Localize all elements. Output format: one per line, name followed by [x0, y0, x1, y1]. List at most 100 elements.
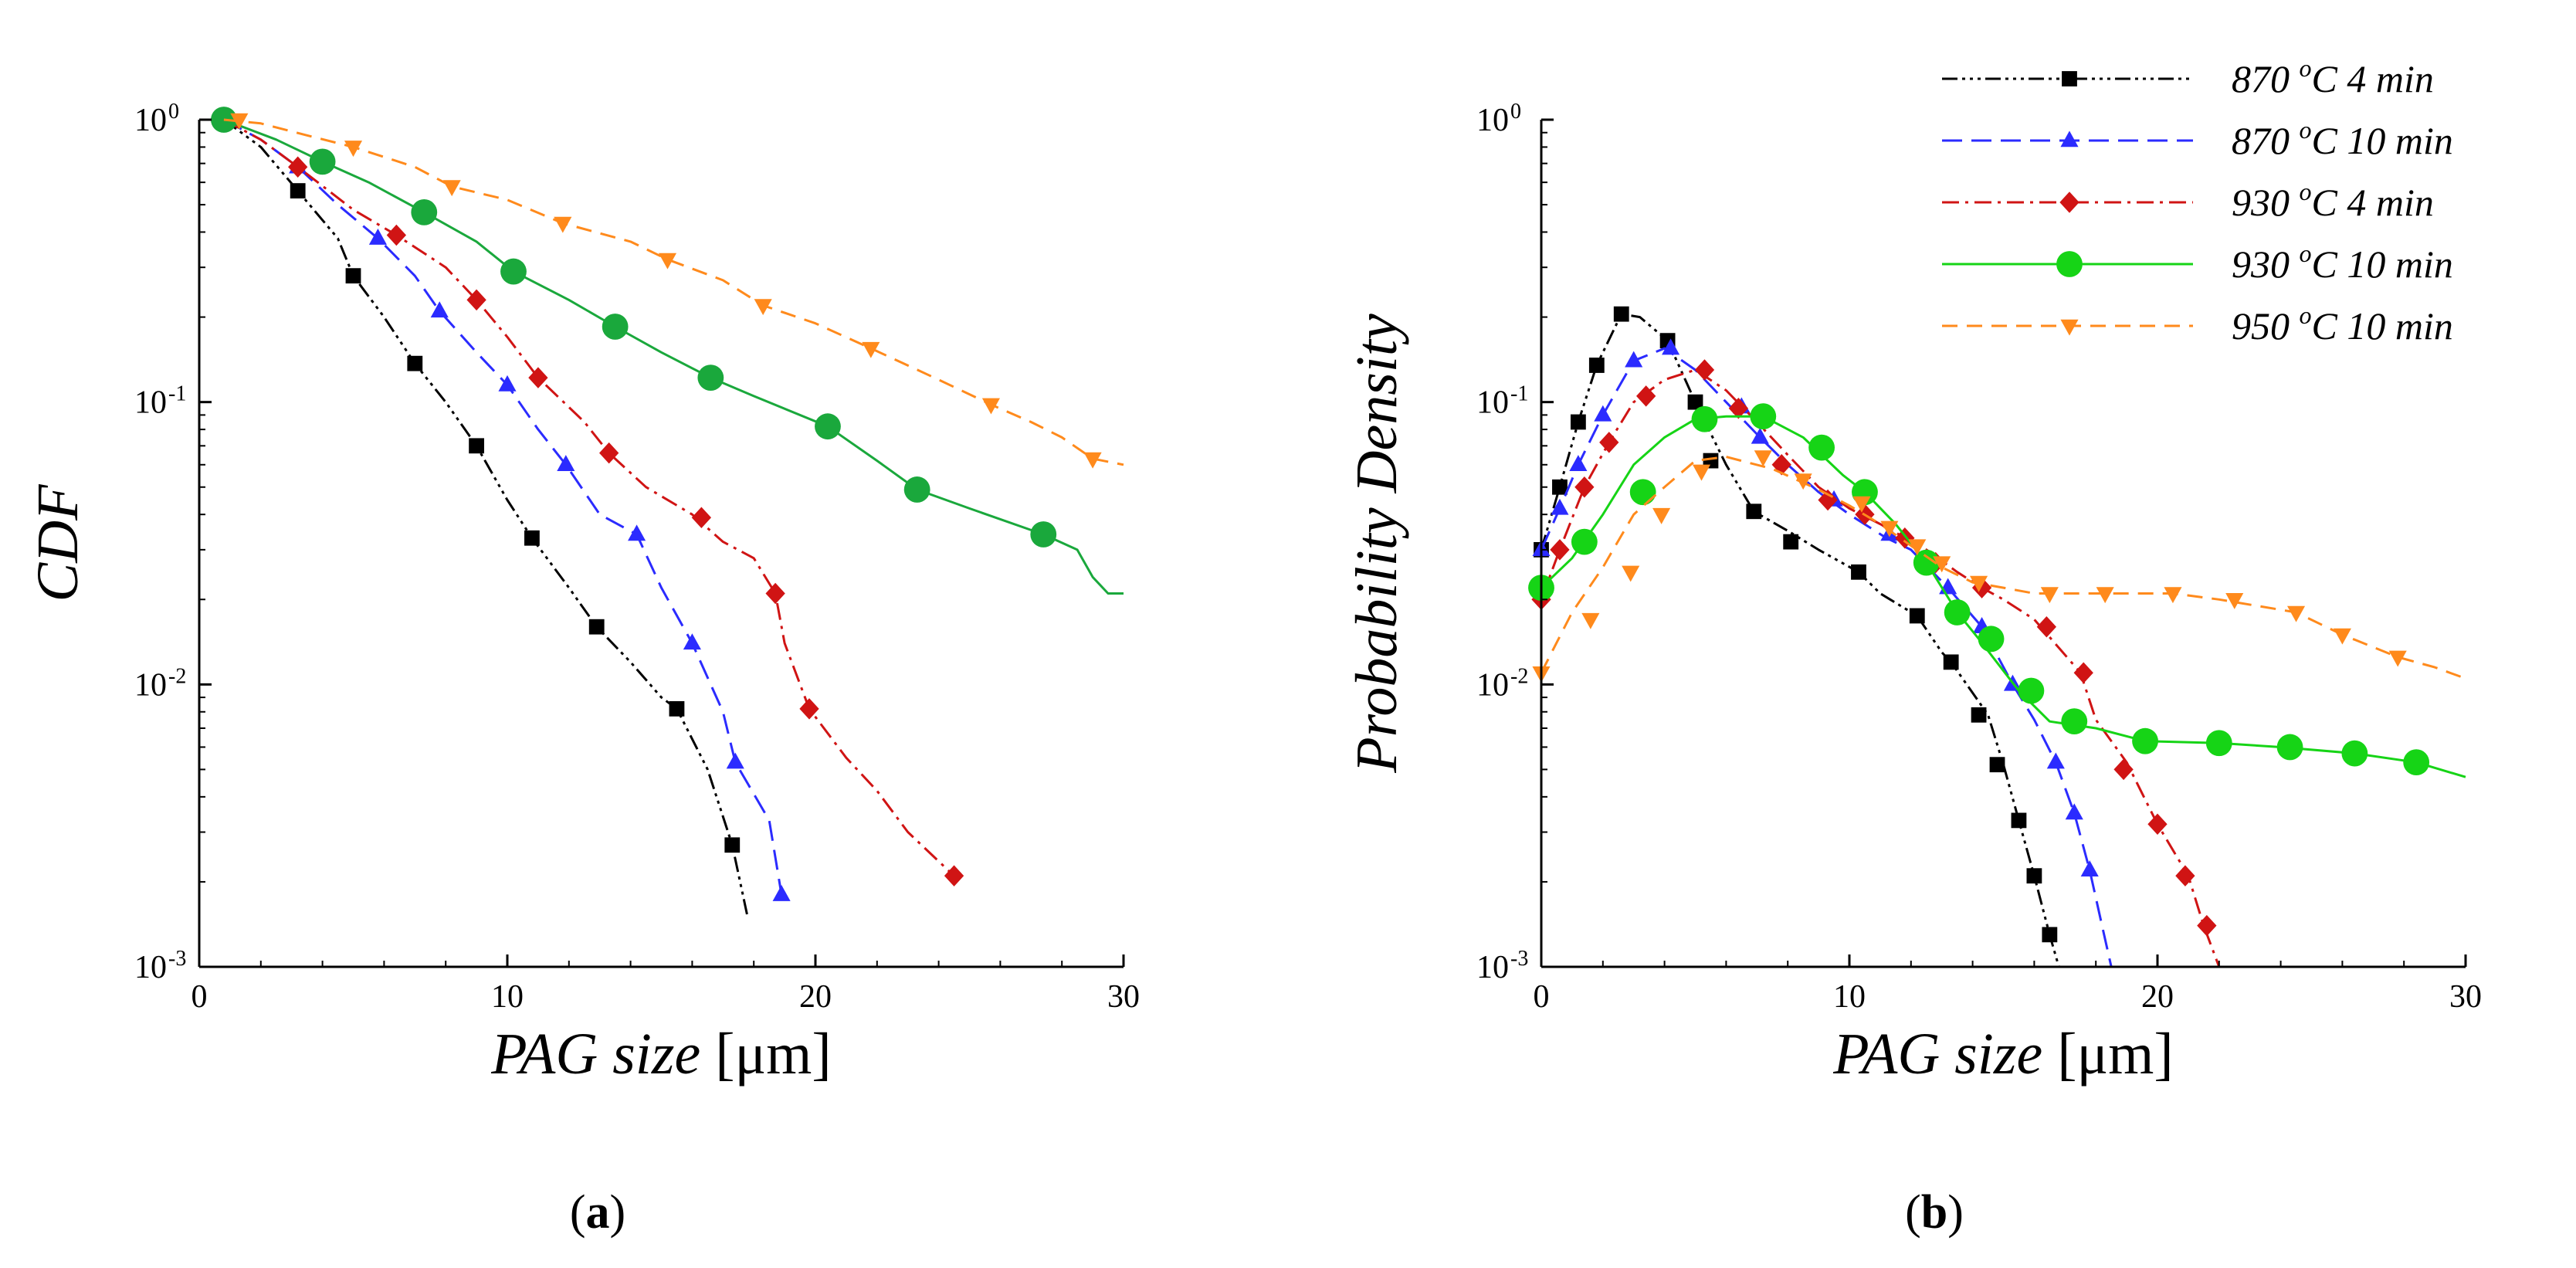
data-point-870-c-10-min-9: [772, 885, 791, 901]
data-point-870-c-4-min-1: [290, 183, 306, 198]
caption-b: (b): [1905, 1186, 1964, 1239]
data-point-950-c-10-min-16: [2287, 605, 2306, 622]
data-point-930-c-10-min-1: [1571, 528, 1598, 555]
data-point-930-c-10-min-2: [411, 199, 438, 225]
data-point-870-c-4-min-17: [2042, 927, 2058, 943]
x-tick-label: 10: [1833, 979, 1866, 1015]
data-point-950-c-10-min-8: [1880, 520, 1899, 537]
series-950-c-10-min: [1532, 450, 2466, 683]
series-930-c-10-min: [1528, 403, 2466, 778]
data-point-930-c-10-min-5: [697, 364, 724, 391]
data-point-870-c-10-min-1: [1551, 498, 1569, 515]
data-point-930-c-4-min-4: [528, 367, 548, 388]
data-point-950-c-10-min-17: [2333, 628, 2351, 645]
y-tick-label: 10: [134, 103, 167, 138]
series-line-930-c-4-min: [1540, 368, 2221, 968]
data-point-930-c-10-min-16: [2403, 749, 2430, 776]
legend: 870 oC 4 min 870 oC 10 min 930 oC 4 min 930…: [1942, 54, 2453, 348]
data-point-950-c-10-min-13: [2096, 587, 2114, 604]
data-point-930-c-4-min-3: [1599, 432, 1619, 453]
data-point-930-c-4-min-6: [1728, 398, 1749, 419]
data-point-930-c-10-min-13: [2205, 730, 2232, 757]
data-point-870-c-4-min-16: [2026, 868, 2042, 884]
y-tick-exponent: 0: [1510, 100, 1521, 124]
data-point-930-c-4-min-15: [2113, 758, 2134, 781]
data-point-930-c-4-min-17: [2175, 865, 2195, 887]
series-950-c-10-min: [223, 113, 1124, 469]
data-point-930-c-4-min-16: [2147, 813, 2168, 836]
data-point-930-c-10-min-10: [2018, 677, 2045, 704]
legend-marker: [2059, 192, 2079, 213]
data-point-870-c-4-min-2: [1570, 414, 1586, 430]
x-axis-label: PAG size [μm]: [490, 1022, 831, 1087]
legend-label: 870 oC 4 min: [2232, 54, 2434, 100]
legend-label: 870 oC 10 min: [2232, 116, 2453, 162]
series-930-c-10-min: [211, 107, 1124, 595]
data-point-870-c-4-min-2: [345, 268, 361, 284]
data-point-950-c-10-min-7: [1852, 496, 1871, 513]
data-point-870-c-4-min-9: [1783, 534, 1799, 550]
data-point-870-c-4-min-5: [524, 530, 540, 546]
y-tick-exponent: -1: [1510, 382, 1528, 406]
x-tick-label: 10: [491, 979, 524, 1015]
data-point-930-c-4-min-7: [765, 582, 785, 605]
captions: (a) (b): [570, 1186, 1964, 1239]
data-point-930-c-10-min-12: [2132, 727, 2158, 754]
data-point-950-c-10-min-18: [2388, 650, 2407, 667]
data-point-930-c-10-min-3: [1691, 405, 1718, 432]
data-point-870-c-4-min-10: [1851, 564, 1866, 580]
data-point-870-c-4-min-8: [724, 837, 741, 853]
data-point-870-c-4-min-7: [1703, 453, 1719, 469]
data-point-930-c-10-min-7: [903, 476, 930, 503]
series-line-870-c-4-min: [223, 118, 749, 917]
x-tick-label: 20: [799, 979, 832, 1015]
data-point-950-c-10-min-12: [2040, 587, 2059, 604]
legend-item-2: 930 oC 4 min: [1942, 178, 2434, 224]
data-point-930-c-10-min-7: [1913, 549, 1940, 576]
y-tick-exponent: -2: [168, 664, 186, 688]
data-point-870-c-4-min-4: [469, 438, 484, 454]
data-point-870-c-10-min-4: [498, 375, 517, 392]
data-point-930-c-4-min-6: [691, 507, 712, 528]
data-point-950-c-10-min-8: [1083, 452, 1102, 469]
data-point-950-c-10-min-4: [1692, 464, 1711, 481]
data-point-950-c-10-min-6: [1794, 473, 1812, 490]
data-point-930-c-4-min-5: [599, 442, 619, 464]
series-930-c-4-min: [214, 109, 964, 887]
data-point-930-c-10-min-2: [1629, 479, 1656, 506]
data-point-870-c-4-min-13: [1971, 707, 1987, 723]
y-tick-exponent: 0: [168, 100, 179, 124]
data-point-870-c-10-min-2: [1569, 455, 1588, 472]
legend-label: 930 oC 10 min: [2232, 239, 2453, 286]
data-point-930-c-10-min-8: [1030, 521, 1057, 548]
data-point-950-c-10-min-10: [1933, 556, 1951, 573]
data-point-930-c-10-min-15: [2341, 740, 2368, 767]
y-tick-label: 10: [1476, 950, 1509, 985]
series-line-950-c-10-min: [1540, 456, 2466, 680]
y-tick-label: 10: [1476, 667, 1509, 703]
y-tick-label: 10: [134, 950, 167, 985]
data-point-950-c-10-min-2: [442, 180, 461, 197]
data-point-950-c-10-min-5: [1754, 450, 1772, 467]
legend-marker: [2056, 251, 2083, 277]
data-point-930-c-4-min-13: [2036, 615, 2057, 638]
data-point-950-c-10-min-3: [554, 216, 572, 233]
y-tick-label: 10: [134, 667, 167, 703]
x-tick-label: 30: [2449, 979, 2482, 1015]
y-axis-label: CDF: [25, 483, 90, 602]
legend-marker: [2060, 319, 2079, 336]
x-axis-label: PAG size [μm]: [1832, 1022, 2173, 1087]
data-point-870-c-4-min-15: [2011, 812, 2027, 829]
data-point-930-c-4-min-12: [1971, 577, 1992, 598]
data-point-930-c-4-min-5: [1694, 359, 1715, 381]
data-point-930-c-4-min-9: [944, 865, 964, 887]
legend-label: 950 oC 10 min: [2232, 301, 2453, 348]
data-point-870-c-4-min-12: [1943, 654, 1959, 670]
data-point-870-c-10-min-15: [2080, 860, 2099, 877]
series-line-930-c-4-min: [223, 118, 955, 877]
data-point-870-c-4-min-8: [1746, 503, 1762, 520]
data-point-930-c-4-min-8: [1818, 489, 1838, 511]
y-tick-label: 10: [1476, 103, 1509, 138]
